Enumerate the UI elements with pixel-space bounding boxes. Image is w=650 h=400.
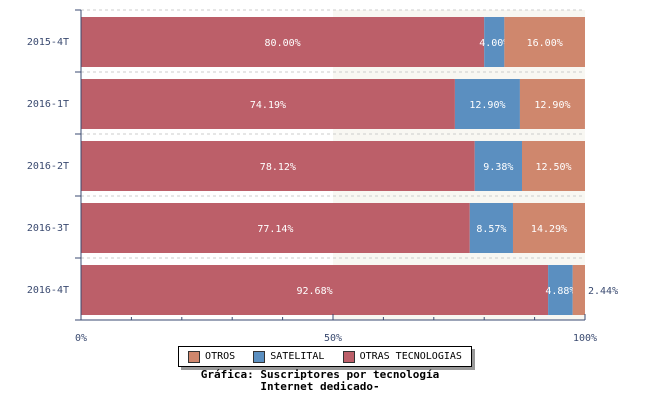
legend-label: OTROS [205,351,236,362]
bar-segment [454,79,520,129]
x-tick-label: 0% [75,333,87,344]
legend-item-satelital: SATELITAL [253,350,325,363]
legend-item-otros: OTROS [188,350,236,363]
data-label: 8.57% [476,224,506,235]
data-label: 9.38% [483,162,513,173]
data-label: 2.44% [588,286,618,297]
bar-segment [81,141,475,191]
data-label: 16.00% [527,38,563,49]
bar-segment [572,265,585,315]
bar-segment [504,17,585,67]
data-label: 14.29% [531,224,567,235]
data-label: 80.00% [265,38,301,49]
chart-caption: Gráfica: Suscriptores por tecnología Int… [0,369,640,393]
y-tick-label: 2016-1T [27,99,69,110]
legend-swatch-otros [188,350,201,363]
legend-item-otras: OTRAS TECNOLOGIAS [342,350,462,363]
bar-segment [474,141,522,191]
bar-segment [81,79,455,129]
legend-swatch-satelital [253,350,266,363]
data-label: 4.00% [479,38,509,49]
y-tick-label: 2016-4T [27,285,69,296]
data-label: 92.68% [296,286,332,297]
bar-segment [512,203,585,253]
data-label: 12.90% [534,100,570,111]
y-tick-label: 2015-4T [27,37,69,48]
x-tick-label: 100% [573,333,597,344]
data-label: 12.90% [469,100,505,111]
legend-swatch-otras [342,350,355,363]
caption-line-1: Gráfica: Suscriptores por tecnología [200,368,440,381]
legend: OTROS SATELITAL OTRAS TECNOLOGIAS [178,346,472,367]
bar-segment [522,141,585,191]
bar-segment [548,265,573,315]
data-label: 74.19% [250,100,286,111]
y-tick-label: 2016-3T [27,223,69,234]
data-label: 4.88% [545,286,575,297]
legend-label: SATELITAL [270,351,325,362]
data-label: 77.14% [257,224,293,235]
bar-segment [469,203,513,253]
bar-segment [81,203,470,253]
legend-label: OTRAS TECNOLOGIAS [359,351,462,362]
bar-segment [484,17,505,67]
caption-line-2: Internet dedicado- [260,380,380,393]
data-label: 12.50% [535,162,571,173]
stacked-bar-chart: 80.00% 4.00% 16.00% 2015-4T 74.19% 12.90% 12.9… [27,9,618,344]
bar-segment [81,265,549,315]
x-tick-label: 50% [324,333,342,344]
data-label: 78.12% [260,162,296,173]
y-tick-label: 2016-2T [27,161,69,172]
bar-segment [81,17,485,67]
bar-segment [519,79,585,129]
